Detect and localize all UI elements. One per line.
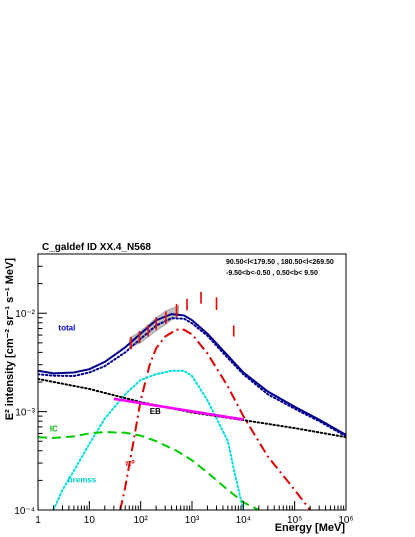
curve-label-ic: IC	[50, 424, 58, 433]
series-line-2	[38, 317, 346, 438]
curve-label-eb: EB	[150, 407, 161, 416]
y-tick-label: 10⁻⁴	[14, 506, 35, 517]
x-tick-label: 10⁶	[338, 515, 353, 526]
y-tick-label: 10⁻²	[15, 309, 35, 320]
x-tick-label: 10⁵	[287, 515, 302, 526]
curve-label-unnamed: π⁰	[125, 459, 135, 468]
x-tick-label: 10	[84, 515, 96, 526]
x-axis-label: Energy [MeV]	[275, 522, 346, 534]
x-tick-label: 10⁴	[236, 515, 251, 526]
series-line-eb	[38, 377, 346, 439]
region-line-2: -9.50<b<-0.50 , 0.50<b< 9.50	[226, 270, 318, 277]
x-tick-label: 10²	[133, 515, 148, 526]
x-tick-label: 1	[35, 515, 41, 526]
y-axis-label: E² intensity [cm⁻² sr⁻¹ s⁻¹ MeV]	[4, 258, 16, 421]
x-tick-label: 10³	[185, 515, 200, 526]
region-line-1: 90.50<l<179.50 , 180.50<l<269.50	[226, 259, 334, 266]
series-line-ic	[38, 431, 260, 510]
series-line-bremss	[52, 369, 245, 510]
series-line-7	[113, 397, 244, 421]
series-line-total	[38, 313, 346, 436]
series-line-unnamed	[119, 328, 311, 510]
curve-label-bremss: bremss	[68, 476, 97, 485]
chart-title: C_galdef ID XX.4_N568	[42, 242, 151, 253]
curve-label-total: total	[58, 323, 75, 332]
plot-frame	[37, 253, 347, 511]
y-tick-label: 10⁻³	[15, 408, 35, 419]
